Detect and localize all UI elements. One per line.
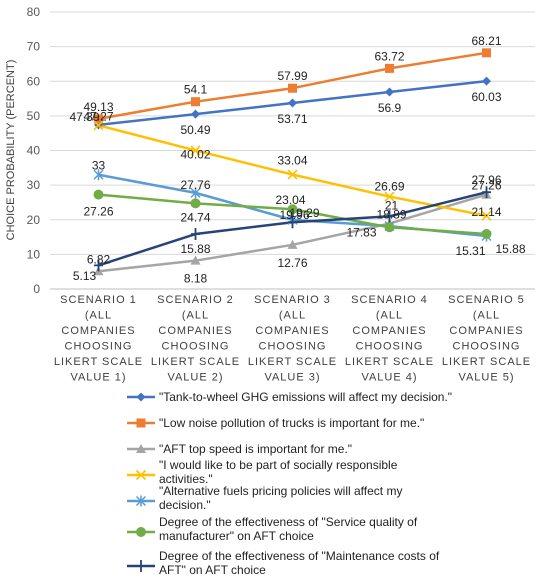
data-label: 15.31 xyxy=(455,244,485,258)
legend-label: "Alternative fuels pricing policies will… xyxy=(159,484,402,512)
data-label: 8.18 xyxy=(184,272,208,286)
data-point-marker xyxy=(481,210,492,221)
data-point-marker xyxy=(190,187,201,199)
data-label: 47.27 xyxy=(83,109,113,123)
data-label: 40.02 xyxy=(180,147,210,161)
legend-marker xyxy=(135,469,147,481)
data-label: 50.49 xyxy=(180,123,210,137)
data-label: 6.82 xyxy=(87,252,111,266)
data-point-marker xyxy=(287,204,298,215)
data-point-marker xyxy=(288,98,297,108)
data-point-marker xyxy=(384,222,395,233)
data-label: 19.29 xyxy=(289,206,319,220)
data-point-marker xyxy=(287,169,298,180)
data-label: 60.03 xyxy=(471,90,501,104)
y-axis-label: CHOICE PROBABILITY (PERCENT) xyxy=(5,60,17,241)
data-point-marker xyxy=(287,239,298,249)
data-point-marker xyxy=(384,191,395,202)
data-point-marker xyxy=(93,120,104,131)
data-label: 15.88 xyxy=(180,242,210,256)
legend-label: Degree of the effectiveness of "Maintena… xyxy=(159,549,440,577)
data-point-marker xyxy=(191,97,200,107)
legend-label: "Low noise pollution of trucks is import… xyxy=(159,416,424,430)
legend-marker xyxy=(136,527,146,537)
data-point-marker xyxy=(191,109,200,119)
data-label: 33.04 xyxy=(277,154,307,168)
x-category-label: SCENARIO 2 (ALL COMPANIES CHOOSING LIKERT SC… xyxy=(151,294,240,384)
x-category-label: SCENARIO 1 (ALL COMPANIES CHOOSING LIKERT SC… xyxy=(54,294,143,384)
data-point-marker xyxy=(93,189,104,200)
data-point-marker xyxy=(385,210,394,223)
legend: "Tank-to-wheel GHG emissions will affect… xyxy=(127,390,452,577)
data-point-marker xyxy=(94,114,103,124)
data-point-marker xyxy=(190,255,201,265)
data-label: 19.96 xyxy=(279,208,309,222)
data-label: 56.9 xyxy=(378,101,402,115)
data-label: 17.83 xyxy=(346,225,376,239)
data-label: 18.89 xyxy=(376,208,406,222)
data-label: 57.99 xyxy=(277,69,307,83)
y-tick-label: 70 xyxy=(27,40,41,54)
data-point-marker xyxy=(191,228,200,241)
y-tick-label: 0 xyxy=(33,282,40,296)
legend-marker xyxy=(136,392,146,402)
data-label: 21.14 xyxy=(471,205,501,219)
x-category-label: SCENARIO 3 (ALL COMPANIES CHOOSING LIKERT SC… xyxy=(248,294,337,384)
legend-marker xyxy=(136,560,146,572)
data-label: 21 xyxy=(385,198,399,212)
legend-label: "Tank-to-wheel GHG emissions will affect… xyxy=(159,390,452,404)
data-point-marker xyxy=(288,83,297,93)
legend-label: Degree of the effectiveness of "Service … xyxy=(159,515,418,543)
data-label: 27.26 xyxy=(471,179,501,193)
data-label: 33 xyxy=(92,159,106,173)
x-axis-categories: SCENARIO 1 (ALL COMPANIES CHOOSING LIKERT SC… xyxy=(54,294,531,384)
y-tick-label: 40 xyxy=(27,144,41,158)
data-point-marker xyxy=(190,145,201,156)
data-point-marker xyxy=(190,198,201,209)
legend-marker xyxy=(135,495,147,507)
data-label: 24.74 xyxy=(180,210,210,224)
data-label: 54.1 xyxy=(184,83,208,97)
data-point-marker xyxy=(385,87,394,97)
data-label: 53.71 xyxy=(277,112,307,126)
data-label: 27.76 xyxy=(180,178,210,192)
legend-marker xyxy=(136,444,146,453)
y-tick-label: 50 xyxy=(27,109,41,123)
legend-label: "I would like to be part of socially res… xyxy=(159,458,398,486)
data-point-marker xyxy=(385,63,394,73)
data-point-marker xyxy=(482,76,491,86)
series-markers xyxy=(93,48,492,276)
data-labels: 47.39 50.49 53.71 56.9 60.03 49.13 54.1 57.99 63… xyxy=(69,34,525,286)
y-tick-label: 30 xyxy=(27,178,41,192)
data-point-marker xyxy=(482,48,491,58)
data-label: 47.39 xyxy=(69,110,99,124)
data-label: 27.96 xyxy=(471,173,501,187)
data-label: 12.76 xyxy=(277,256,307,270)
x-category-label: SCENARIO 5 (ALL COMPANIES CHOOSING LIKERT SC… xyxy=(442,294,531,384)
data-point-marker xyxy=(288,216,297,229)
data-label: 27.26 xyxy=(83,205,113,219)
data-label: 68.21 xyxy=(471,34,501,48)
y-tick-label: 80 xyxy=(27,5,41,19)
y-tick-label: 10 xyxy=(27,247,41,261)
data-label: 15.88 xyxy=(495,242,525,256)
data-point-marker xyxy=(93,169,104,181)
y-tick-label: 60 xyxy=(27,74,41,88)
y-tick-label: 20 xyxy=(27,213,41,227)
data-label: 5.13 xyxy=(73,269,97,283)
data-label: 63.72 xyxy=(374,49,404,63)
legend-marker xyxy=(136,418,146,428)
x-category-label: SCENARIO 4 (ALL COMPANIES CHOOSING LIKERT SC… xyxy=(345,294,434,384)
data-label: 49.13 xyxy=(83,100,113,114)
data-point-marker xyxy=(481,229,492,240)
data-point-marker xyxy=(482,186,491,199)
legend-label: "AFT top speed is important for me." xyxy=(159,442,352,456)
data-point-marker xyxy=(94,259,103,272)
data-label: 23.04 xyxy=(275,193,305,207)
data-label: 26.69 xyxy=(374,180,404,194)
y-axis-ticks: 0 10 20 30 40 50 60 70 80 xyxy=(27,5,41,296)
